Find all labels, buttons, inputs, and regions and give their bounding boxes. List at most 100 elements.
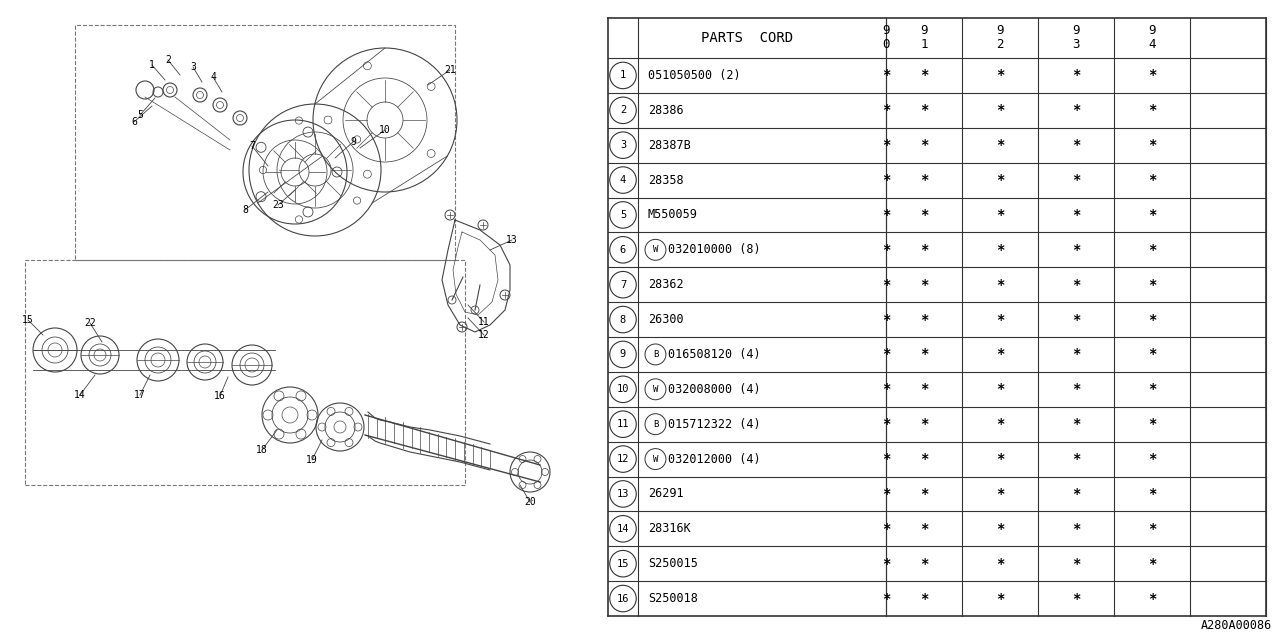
Text: 22: 22 (84, 318, 96, 328)
Text: 016508120 (4): 016508120 (4) (668, 348, 760, 361)
Text: 7: 7 (620, 280, 626, 290)
Text: *: * (1071, 452, 1080, 466)
Text: 28358: 28358 (648, 173, 684, 187)
Text: *: * (920, 312, 928, 326)
Text: *: * (882, 68, 890, 83)
Text: *: * (1148, 557, 1156, 571)
Text: *: * (920, 68, 928, 83)
Text: 0: 0 (882, 38, 890, 51)
Text: *: * (1071, 348, 1080, 362)
Text: 26291: 26291 (648, 488, 684, 500)
Text: 1: 1 (620, 70, 626, 81)
Text: *: * (1071, 68, 1080, 83)
Text: *: * (882, 591, 890, 605)
Text: 4: 4 (210, 72, 216, 82)
Text: 1: 1 (920, 38, 928, 51)
Text: 13: 13 (617, 489, 630, 499)
Text: *: * (1071, 243, 1080, 257)
Text: 23: 23 (273, 200, 284, 210)
Text: *: * (882, 173, 890, 187)
Text: 17: 17 (134, 390, 146, 400)
Text: *: * (882, 452, 890, 466)
Text: *: * (1148, 522, 1156, 536)
Text: *: * (882, 243, 890, 257)
Text: 11: 11 (617, 419, 630, 429)
Text: 12: 12 (479, 330, 490, 340)
Text: *: * (920, 557, 928, 571)
Text: *: * (1071, 591, 1080, 605)
Text: 28362: 28362 (648, 278, 684, 291)
Text: 9: 9 (1073, 24, 1080, 38)
Text: *: * (882, 522, 890, 536)
Text: B: B (653, 420, 658, 429)
Text: *: * (882, 348, 890, 362)
Text: *: * (882, 382, 890, 396)
Text: 4: 4 (1148, 38, 1156, 51)
Text: *: * (996, 417, 1005, 431)
Text: 14: 14 (617, 524, 630, 534)
Text: *: * (996, 348, 1005, 362)
Text: *: * (996, 138, 1005, 152)
Text: *: * (996, 243, 1005, 257)
Text: 4: 4 (620, 175, 626, 185)
Text: *: * (1148, 591, 1156, 605)
Text: B: B (653, 350, 658, 359)
Text: *: * (996, 557, 1005, 571)
Text: M550059: M550059 (648, 209, 698, 221)
Text: *: * (1148, 452, 1156, 466)
Text: 3: 3 (620, 140, 626, 150)
Text: *: * (1148, 417, 1156, 431)
Text: *: * (996, 103, 1005, 117)
Text: 28386: 28386 (648, 104, 684, 117)
Text: *: * (920, 103, 928, 117)
Bar (76, 25, 454, 260)
Text: 10: 10 (617, 384, 630, 394)
Text: 2: 2 (165, 55, 172, 65)
Text: 13: 13 (506, 235, 518, 245)
Text: *: * (1071, 103, 1080, 117)
Text: *: * (996, 382, 1005, 396)
Text: *: * (882, 103, 890, 117)
Text: *: * (920, 278, 928, 292)
Text: *: * (920, 382, 928, 396)
Text: *: * (996, 278, 1005, 292)
Text: *: * (1148, 68, 1156, 83)
Text: *: * (996, 452, 1005, 466)
Text: *: * (920, 243, 928, 257)
Text: *: * (920, 591, 928, 605)
Text: W: W (653, 245, 658, 254)
Text: 28316K: 28316K (648, 522, 691, 535)
Text: *: * (996, 208, 1005, 222)
Text: *: * (996, 591, 1005, 605)
Text: *: * (920, 487, 928, 501)
Text: 12: 12 (617, 454, 630, 464)
Text: *: * (996, 173, 1005, 187)
Text: *: * (882, 487, 890, 501)
Text: S250018: S250018 (648, 592, 698, 605)
Text: *: * (920, 348, 928, 362)
Text: 16: 16 (214, 391, 225, 401)
Text: *: * (882, 138, 890, 152)
Text: *: * (882, 417, 890, 431)
Text: *: * (996, 312, 1005, 326)
Text: 14: 14 (74, 390, 86, 400)
Text: *: * (920, 208, 928, 222)
Text: *: * (920, 138, 928, 152)
Text: *: * (1148, 278, 1156, 292)
Text: *: * (1071, 557, 1080, 571)
Text: 1: 1 (148, 60, 155, 70)
Text: *: * (882, 208, 890, 222)
Text: 26300: 26300 (648, 313, 684, 326)
Text: *: * (996, 522, 1005, 536)
Text: 15: 15 (617, 559, 630, 569)
Text: *: * (996, 487, 1005, 501)
Text: 032012000 (4): 032012000 (4) (668, 452, 760, 465)
Text: 032010000 (8): 032010000 (8) (668, 243, 760, 256)
Text: *: * (1071, 173, 1080, 187)
Text: 11: 11 (479, 317, 490, 327)
Text: 20: 20 (524, 497, 536, 507)
Text: 19: 19 (306, 455, 317, 465)
Text: 21: 21 (444, 65, 456, 75)
Text: 8: 8 (242, 205, 248, 215)
Text: *: * (1148, 312, 1156, 326)
